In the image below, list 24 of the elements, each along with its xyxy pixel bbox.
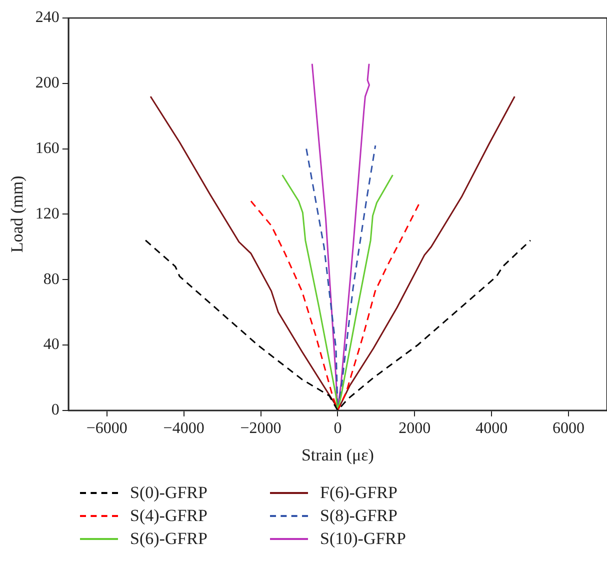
y-tick-label: 240 — [35, 9, 60, 26]
y-tick-label: 40 — [43, 336, 60, 354]
y-tick-label: 160 — [35, 140, 60, 158]
legend-label: S(0)-GFRP — [130, 483, 208, 503]
x-tick-label: −6000 — [86, 420, 128, 438]
x-tick-label: −4000 — [163, 420, 204, 438]
y-tick-label: 0 — [51, 402, 60, 419]
y-axis-title: Load (mm) — [8, 176, 27, 253]
legend-label: F(6)-GFRP — [320, 483, 398, 503]
y-tick-label: 120 — [35, 205, 60, 222]
legend-label: S(4)-GFRP — [130, 506, 208, 526]
line-series — [144, 240, 532, 410]
x-axis-title: Strain (με) — [301, 445, 374, 464]
legend-label: S(10)-GFRP — [320, 529, 406, 549]
y-tick-label: 80 — [43, 270, 60, 288]
line-series — [250, 200, 422, 410]
legend-label: S(6)-GFRP — [130, 529, 208, 549]
x-tick-label: 6000 — [552, 420, 585, 438]
y-tick-label: 200 — [35, 74, 60, 92]
legend-label: S(8)-GFRP — [320, 506, 398, 526]
x-tick-label: −2000 — [240, 420, 282, 438]
x-tick-label: 0 — [334, 420, 342, 438]
x-tick-label: 4000 — [476, 420, 508, 438]
x-tick-label: 2000 — [398, 420, 431, 438]
